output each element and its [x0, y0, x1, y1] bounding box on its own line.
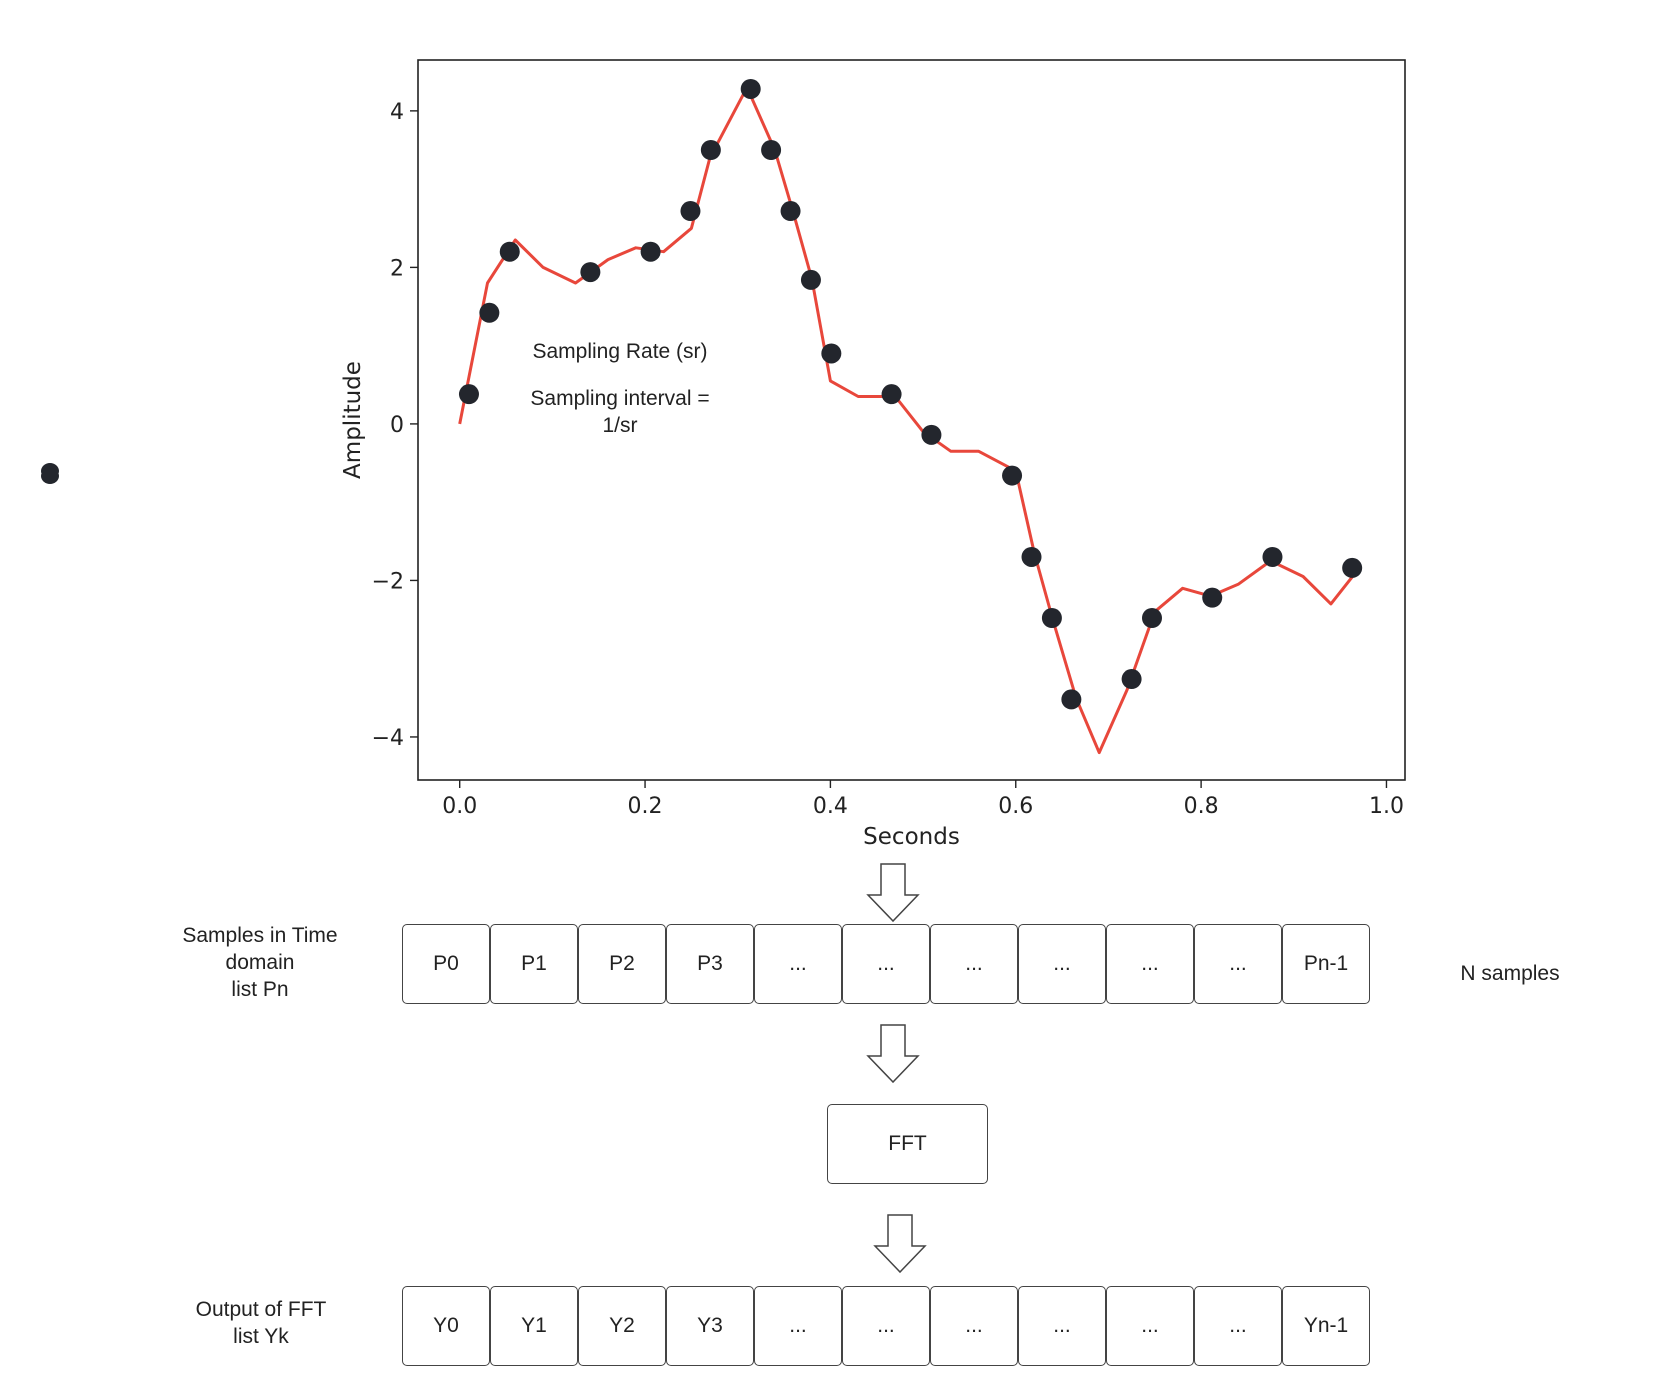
sample-point	[580, 262, 601, 283]
y-axis-label: Amplitude	[340, 361, 366, 479]
sample-cell: ...	[842, 924, 930, 1004]
down-arrow-icon	[866, 1024, 920, 1084]
sample-cell: ...	[930, 924, 1018, 1004]
sample-point	[640, 241, 661, 262]
sample-point	[1262, 546, 1283, 567]
sampling-interval-annotation: Sampling interval = 1/sr	[530, 387, 710, 437]
output-cell: Y2	[578, 1286, 666, 1366]
chart-axes: 0.0 0.2 0.4 0.6 0.8 1.0 4 2 0 −2 −4	[372, 59, 1406, 819]
sample-point	[1021, 546, 1042, 567]
samples-list: P0 P1 P2 P3.................. Pn-1	[402, 924, 1370, 1004]
sampling-rate-annotation: Sampling Rate (sr)	[532, 340, 708, 363]
sample-cell: P1	[490, 924, 578, 1004]
sample-points	[458, 78, 1363, 710]
fft-box: FFT	[827, 1104, 988, 1184]
x-tick-label: 0.6	[998, 794, 1033, 819]
output-cell: ...	[1194, 1286, 1282, 1366]
output-cell: ...	[842, 1286, 930, 1366]
signal-line-path	[458, 85, 1360, 755]
y-tick-label: 4	[390, 100, 404, 125]
sample-point	[479, 302, 500, 323]
samples-label: Samples in Time domain list Pn	[182, 924, 338, 1001]
x-tick-label: 0.2	[628, 794, 663, 819]
sample-point	[1121, 669, 1142, 690]
output-cell: Y1	[490, 1286, 578, 1366]
x-tick-label: 0.8	[1184, 794, 1219, 819]
sample-point	[921, 424, 942, 445]
down-arrow-icon	[873, 1214, 927, 1274]
stray-dot	[41, 463, 59, 484]
output-cell: Y3	[666, 1286, 754, 1366]
fft-label: FFT	[888, 1132, 927, 1155]
signal-line	[458, 85, 1360, 755]
plot-frame	[417, 59, 1406, 781]
sample-point	[800, 269, 821, 290]
sample-cell: ...	[754, 924, 842, 1004]
sample-cell: P2	[578, 924, 666, 1004]
sample-point	[1061, 689, 1082, 710]
sample-point	[881, 384, 902, 405]
output-cell: Yn-1	[1282, 1286, 1370, 1366]
sample-point	[1342, 557, 1363, 578]
sample-point	[740, 78, 761, 99]
sample-point	[1202, 587, 1223, 608]
down-arrow-icon	[866, 863, 920, 923]
sample-cell: ...	[1018, 924, 1106, 1004]
output-cell: ...	[1018, 1286, 1106, 1366]
sample-point	[499, 241, 520, 262]
x-tick-label: 0.0	[442, 794, 477, 819]
sample-point	[680, 201, 701, 222]
sample-point	[761, 140, 782, 160]
output-cell: ...	[754, 1286, 842, 1366]
sample-point	[1141, 608, 1162, 628]
sample-point	[821, 343, 842, 364]
output-cell: Y0	[402, 1286, 490, 1366]
output-cell: ...	[1106, 1286, 1194, 1366]
y-tick-label: 2	[390, 256, 404, 281]
amplitude-chart: 0.0 0.2 0.4 0.6 0.8 1.0 4 2 0 −2 −4 Seconds Amplit…	[340, 59, 1406, 850]
y-tick-label: −4	[372, 726, 404, 751]
sample-cell: P0	[402, 924, 490, 1004]
sample-cell: ...	[1194, 924, 1282, 1004]
output-list: Y0 Y1 Y2 Y3.................. Yn-1	[402, 1286, 1370, 1366]
sample-point	[1002, 465, 1023, 486]
y-tick-label: 0	[390, 413, 404, 438]
sample-cell: Pn-1	[1282, 924, 1370, 1004]
sample-point	[700, 140, 721, 160]
output-cell: ...	[930, 1286, 1018, 1366]
sample-point	[780, 201, 801, 222]
y-tick-label: −2	[372, 569, 404, 594]
x-tick-label: 1.0	[1369, 794, 1404, 819]
sample-point	[458, 384, 479, 405]
output-label: Output of FFT list Yk	[195, 1298, 327, 1348]
x-axis-label: Seconds	[863, 824, 960, 850]
sample-cell: P3	[666, 924, 754, 1004]
n-samples-label: N samples	[1460, 962, 1560, 985]
x-tick-label: 0.4	[813, 794, 848, 819]
sample-cell: ...	[1106, 924, 1194, 1004]
sample-point	[1041, 608, 1062, 628]
